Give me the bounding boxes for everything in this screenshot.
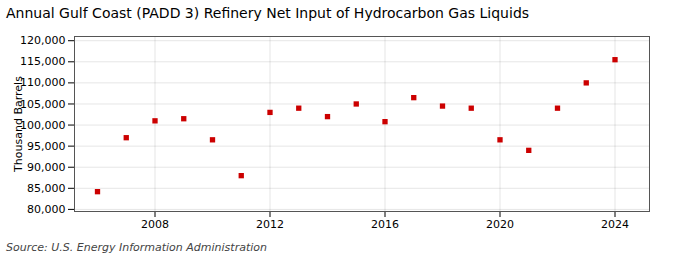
svg-text:2008: 2008 (141, 218, 169, 231)
svg-text:80,000: 80,000 (27, 203, 66, 216)
svg-text:90,000: 90,000 (27, 161, 66, 174)
svg-text:100,000: 100,000 (20, 119, 66, 132)
svg-text:110,000: 110,000 (20, 76, 66, 89)
svg-text:95,000: 95,000 (27, 140, 66, 153)
svg-text:120,000: 120,000 (20, 34, 66, 47)
svg-text:115,000: 115,000 (20, 55, 66, 68)
svg-text:2020: 2020 (486, 218, 514, 231)
svg-text:105,000: 105,000 (20, 97, 66, 110)
svg-text:2024: 2024 (601, 218, 629, 231)
svg-text:85,000: 85,000 (27, 182, 66, 195)
svg-text:2012: 2012 (256, 218, 284, 231)
html-text:Annual Gulf Coast (PADD 3) Ref: Annual Gulf Coast (PADD 3) Refinery Net … (6, 5, 530, 21)
svg-text:2016: 2016 (371, 218, 399, 231)
html-text:Source: U.S. Energy Informatio: Source: U.S. Energy Information Administ… (6, 241, 267, 254)
svg-text:Thousand Barrels: Thousand Barrels (12, 76, 25, 173)
